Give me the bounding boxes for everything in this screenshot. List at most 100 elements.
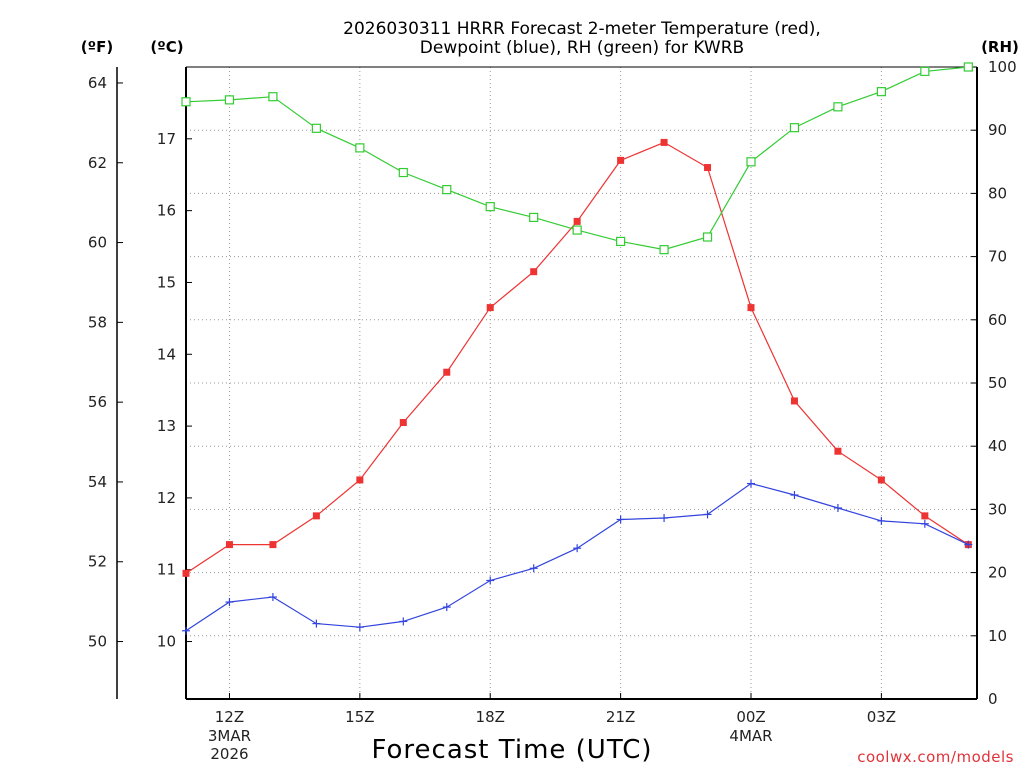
x-tick-label: 03Z [867, 708, 896, 726]
fahrenheit-unit-label: (ºF) [81, 38, 113, 56]
rh-point [833, 102, 843, 112]
dewpoint-point [529, 564, 538, 573]
dewpoint-point [790, 491, 799, 500]
x-tick-label: 21Z [606, 708, 635, 726]
rh-tick-label: 50 [988, 374, 1007, 392]
rh-tick-label: 10 [988, 627, 1007, 645]
dewpoint-series [182, 479, 973, 635]
rh-point [181, 97, 191, 107]
series-layer [181, 62, 973, 635]
temperature-series [182, 138, 972, 577]
x-tick-label: 18Z [476, 708, 505, 726]
rh-point [789, 123, 800, 133]
temperature-point [399, 419, 407, 426]
grid-lines [186, 67, 977, 699]
rh-point [529, 212, 539, 223]
dewpoint-point [182, 626, 190, 635]
fahrenheit-tick-label: 62 [88, 154, 107, 172]
x-tick-date: 3MAR [208, 727, 251, 745]
fahrenheit-tick-label: 50 [88, 633, 107, 651]
x-tick-label: 00Z [736, 708, 765, 726]
fahrenheit-tick-label: 58 [88, 313, 107, 331]
dewpoint-point [355, 623, 364, 632]
temperature-point [182, 569, 190, 577]
fahrenheit-tick-label: 56 [88, 393, 107, 411]
temperature-point [312, 512, 320, 520]
temperature-point [617, 156, 625, 164]
dewpoint-point [399, 617, 408, 626]
rh-point [963, 62, 973, 72]
rh-tick-label: 30 [988, 500, 1007, 518]
temperature-point [573, 217, 581, 225]
fahrenheit-tick-label: 64 [88, 74, 107, 92]
rh-tick-label: 40 [988, 437, 1007, 455]
temperature-point [530, 268, 538, 276]
x-tick-date: 4MAR [729, 727, 772, 745]
dewpoint-point [703, 510, 712, 519]
celsius-tick-label: 11 [157, 561, 176, 579]
dewpoint-point [833, 503, 842, 512]
dewpoint-point [268, 593, 277, 602]
rh-tick-label: 20 [988, 564, 1007, 582]
temperature-point [921, 512, 929, 520]
rh-point [616, 236, 626, 247]
rh-point [485, 202, 495, 212]
fahrenheit-tick-label: 54 [88, 473, 107, 491]
celsius-tick-label: 13 [157, 417, 176, 435]
rh-point [876, 87, 886, 97]
temperature-point [704, 164, 712, 172]
rh-point [572, 225, 582, 235]
celsius-tick-label: 15 [157, 273, 176, 291]
credit-text: coolwx.com/models [857, 748, 1014, 766]
chart-title-line2: Dewpoint (blue), RH (green) for KWRB [420, 38, 744, 58]
dewpoint-point [442, 603, 451, 612]
celsius-tick-label: 17 [157, 130, 176, 148]
rh-unit-label: (RH) [981, 38, 1019, 56]
rh-point [702, 232, 713, 242]
celsius-unit-label: (ºC) [150, 38, 183, 56]
rh-tick-label: 70 [988, 248, 1007, 266]
rh-tick-label: 60 [988, 311, 1007, 329]
dewpoint-point [616, 515, 625, 524]
dewpoint-point [964, 540, 973, 549]
dewpoint-point [747, 479, 755, 488]
rh-series [181, 62, 973, 255]
temperature-point [790, 397, 798, 405]
rh-point [442, 185, 452, 195]
x-tick-label: 12Z [215, 708, 244, 726]
temperature-point [486, 304, 494, 312]
dewpoint-point [660, 514, 669, 523]
temperature-point [225, 541, 233, 549]
temperature-point [443, 368, 451, 376]
celsius-tick-label: 10 [157, 633, 176, 651]
rh-point [920, 66, 930, 77]
dewpoint-point [877, 516, 886, 525]
rh-point [659, 245, 669, 255]
rh-tick-label: 100 [988, 58, 1017, 76]
x-tick-label: 15Z [345, 708, 374, 726]
dewpoint-point [920, 519, 929, 528]
temperature-point [660, 138, 668, 146]
temperature-point [747, 304, 755, 312]
rh-tick-label: 80 [988, 184, 1007, 202]
rh-point [224, 95, 235, 105]
axes: 10 11 12 13 14 15 16 17 50 52 54 56 58 60 62 64 0 10 20 30 4… [88, 58, 1017, 763]
x-tick-year: 2026 [210, 745, 248, 763]
dewpoint-point [486, 576, 495, 585]
x-axis-label: Forecast Time (UTC) [371, 735, 652, 765]
dewpoint-point [312, 619, 321, 628]
celsius-tick-label: 12 [157, 489, 176, 507]
rh-point [746, 157, 756, 167]
rh-point [398, 167, 408, 178]
rh-point [355, 143, 365, 153]
celsius-tick-label: 14 [157, 345, 176, 363]
temperature-point [269, 541, 277, 549]
dewpoint-point [225, 598, 234, 607]
rh-tick-label: 90 [988, 121, 1007, 139]
fahrenheit-tick-label: 60 [88, 234, 107, 252]
chart-title-line1: 2026030311 HRRR Forecast 2-meter Tempera… [343, 19, 821, 39]
fahrenheit-tick-label: 52 [88, 553, 107, 571]
rh-point [311, 123, 321, 133]
